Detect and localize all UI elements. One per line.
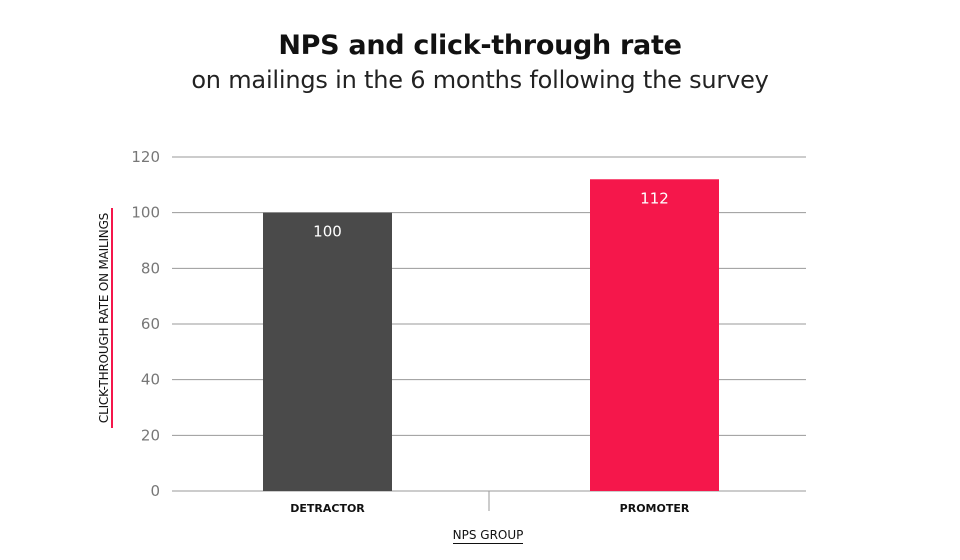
data-label-detractor: 100 (313, 223, 342, 241)
y-tick-label: 100 (131, 204, 160, 222)
y-tick-label: 120 (131, 148, 160, 166)
data-label-promoter: 112 (640, 189, 669, 207)
x-axis-label: NPS GROUP (0, 528, 960, 544)
y-tick-label: 40 (141, 371, 160, 389)
x-axis-categories: DETRACTOR PROMOTER (290, 502, 690, 515)
y-tick-label: 60 (141, 315, 160, 333)
x-category-label-detractor: DETRACTOR (290, 502, 365, 515)
chart-title: NPS and click-through rate (278, 30, 682, 61)
chart-subtitle: on mailings in the 6 months following th… (191, 66, 769, 94)
y-tick-label: 0 (150, 482, 160, 500)
y-tick-label: 20 (141, 426, 160, 444)
bar-promoter (590, 179, 719, 491)
bar-detractor (263, 212, 392, 491)
y-axis-label-accent-rule (111, 208, 113, 428)
y-axis-ticks: 0 20 40 60 80 100 120 (131, 148, 160, 500)
y-tick-label: 80 (141, 259, 160, 277)
bars: 100 112 (263, 179, 719, 491)
x-category-label-promoter: PROMOTER (620, 502, 690, 515)
x-axis-label-text: NPS GROUP (452, 528, 524, 544)
